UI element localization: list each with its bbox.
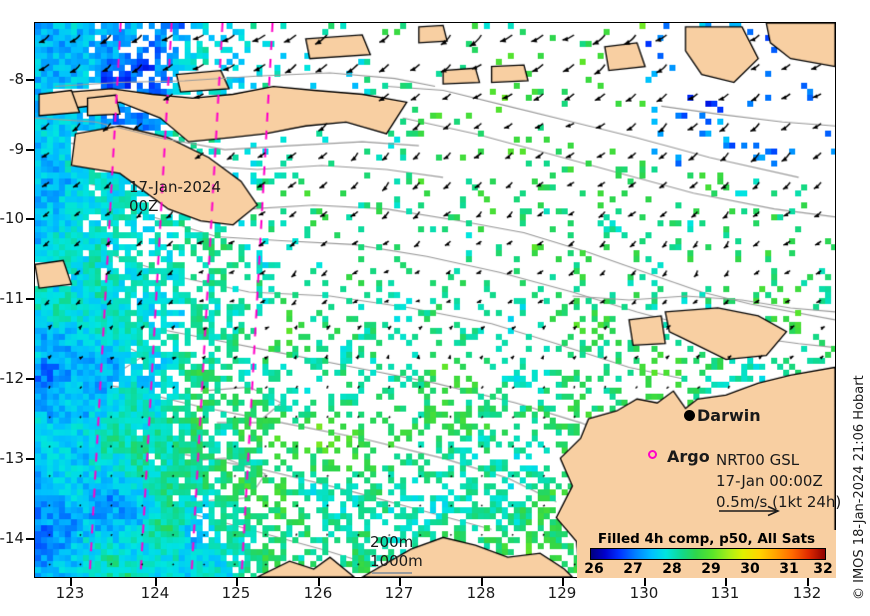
x-tick-label: 127 — [384, 584, 414, 602]
x-tick-mark — [236, 578, 238, 586]
copyright-credit-text: © IMOS 18-Jan-2024 21:06 Hobart — [852, 375, 867, 600]
y-tick-mark — [26, 79, 34, 81]
colorbar-title: Filled 4h comp, p50, All Sats — [597, 531, 816, 547]
y-tick-mark — [26, 538, 34, 540]
y-tick-mark — [26, 149, 34, 151]
colorbar-tick-label: 27 — [623, 561, 643, 577]
y-tick-mark — [26, 298, 34, 300]
x-tick-mark — [155, 578, 157, 586]
sst-colorbar[interactable]: Filled 4h comp, p50, All Sats 26 27 28 2… — [577, 530, 836, 578]
y-tick-label: -10 — [0, 209, 24, 227]
x-tick-mark — [70, 578, 72, 586]
colorbar-tick-label: 30 — [740, 561, 760, 577]
x-tick-mark — [481, 578, 483, 586]
colorbar-tick-label: 32 — [813, 561, 833, 577]
y-tick-label: -12 — [0, 369, 24, 387]
x-tick-label: 123 — [55, 584, 85, 602]
current-scale-arrow-icon — [719, 505, 780, 517]
copyright-credit: © IMOS 18-Jan-2024 21:06 Hobart — [848, 0, 868, 616]
y-tick-label: -9 — [9, 140, 24, 158]
argo-float-marker-icon — [648, 450, 657, 459]
x-tick-label: 131 — [710, 584, 740, 602]
colorbar-tick-label: 26 — [584, 561, 604, 577]
colorbar-tick-label: 31 — [779, 561, 799, 577]
x-tick-mark — [644, 578, 646, 586]
y-tick-label: -11 — [0, 289, 24, 307]
bathymetry-legend-rule — [372, 572, 412, 574]
colorbar-gradient — [590, 548, 826, 560]
map-plot-area[interactable] — [34, 22, 836, 578]
y-tick-mark — [26, 458, 34, 460]
x-tick-label: 132 — [792, 584, 822, 602]
x-tick-label: 129 — [547, 584, 577, 602]
y-tick-mark — [26, 378, 34, 380]
x-tick-mark — [807, 578, 809, 586]
colorbar-tick-label: 29 — [701, 561, 721, 577]
x-tick-mark — [725, 578, 727, 586]
x-tick-label: 128 — [466, 584, 496, 602]
darwin-city-marker-icon — [684, 410, 695, 421]
x-tick-label: 130 — [629, 584, 659, 602]
y-tick-label: -8 — [9, 70, 24, 88]
x-tick-mark — [562, 578, 564, 586]
x-tick-label: 126 — [303, 584, 333, 602]
colorbar-tick-label: 28 — [662, 561, 682, 577]
y-tick-mark — [26, 218, 34, 220]
x-tick-mark — [399, 578, 401, 586]
x-tick-mark — [318, 578, 320, 586]
sst-heatmap-canvas — [35, 23, 835, 577]
y-tick-label: -13 — [0, 449, 24, 467]
y-tick-label: -14 — [0, 529, 24, 547]
x-tick-label: 125 — [221, 584, 251, 602]
x-tick-label: 124 — [140, 584, 170, 602]
